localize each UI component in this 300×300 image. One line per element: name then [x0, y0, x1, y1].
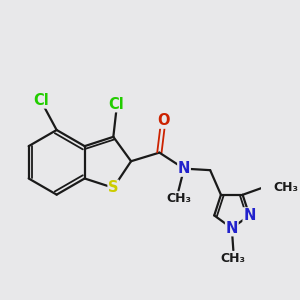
Text: CH₃: CH₃ — [166, 192, 191, 205]
Text: N: N — [226, 221, 238, 236]
Text: O: O — [157, 113, 169, 128]
Text: Cl: Cl — [33, 93, 49, 108]
Text: Cl: Cl — [109, 97, 124, 112]
Text: S: S — [108, 180, 119, 195]
Text: N: N — [243, 208, 256, 223]
Text: CH₃: CH₃ — [221, 252, 246, 265]
Text: CH₃: CH₃ — [273, 181, 298, 194]
Text: N: N — [178, 161, 190, 176]
